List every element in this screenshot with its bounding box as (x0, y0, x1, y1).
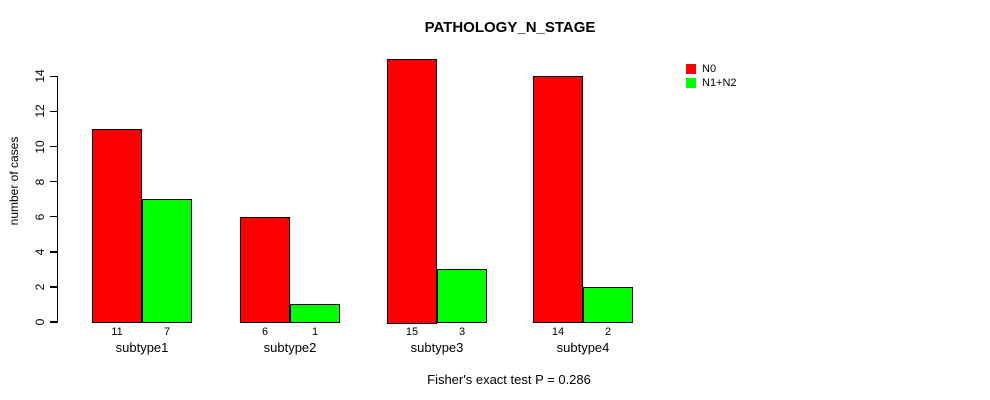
y-axis-tick-label: 0 (33, 318, 47, 326)
bar-value-label: 2 (604, 326, 612, 338)
bar-N1+N2-subtype4 (583, 286, 633, 324)
bar-value-label: 7 (163, 326, 171, 338)
bar-N1+N2-subtype3 (437, 269, 487, 324)
chart-title: PATHOLOGY_N_STAGE (424, 19, 596, 36)
legend-label: N0 (702, 63, 717, 75)
legend-swatch-icon (686, 78, 696, 88)
y-axis-tick-label: 4 (33, 248, 47, 256)
bar-value-label: 15 (405, 326, 419, 338)
bar-N0-subtype4 (533, 76, 583, 324)
y-axis-tick-label: 12 (33, 104, 47, 119)
y-axis-tick (49, 145, 57, 148)
y-axis-tick-label: 10 (33, 139, 47, 154)
y-axis-tick-label: 2 (33, 283, 47, 291)
bar-value-label: 6 (261, 326, 269, 338)
x-category-label: subtype4 (556, 340, 610, 355)
y-axis-tick (49, 75, 57, 78)
bar-value-label: 3 (458, 326, 466, 338)
bar-N1+N2-subtype2 (290, 304, 340, 324)
legend-item-N1+N2: N1+N2 (686, 77, 737, 89)
fisher-test-annotation: Fisher's exact test P = 0.286 (427, 372, 591, 387)
bar-value-label: 11 (111, 326, 123, 338)
legend: N0 N1+N2 (686, 64, 737, 92)
bar-value-label: 1 (311, 326, 319, 338)
y-axis-tick (49, 321, 57, 323)
bar-N0-subtype3 (387, 58, 437, 324)
x-category-label: subtype2 (263, 340, 317, 355)
y-axis-tick (49, 251, 57, 253)
legend-item-N0: N0 (686, 63, 737, 75)
bar-N1+N2-subtype1 (142, 199, 192, 324)
bar-value-label: 14 (551, 326, 565, 338)
y-axis-tick (49, 180, 57, 183)
x-category-label: subtype3 (410, 340, 464, 355)
y-axis-tick-label: 14 (33, 69, 47, 83)
legend-swatch-icon (686, 64, 696, 74)
x-category-label: subtype1 (115, 340, 169, 355)
legend-label: N1+N2 (702, 77, 737, 89)
y-axis-tick (49, 110, 57, 113)
bar-N0-subtype2 (240, 216, 290, 324)
y-axis-tick-label: 8 (33, 178, 47, 185)
bar-N0-subtype1 (92, 128, 142, 324)
y-axis-tick (49, 215, 57, 218)
y-axis-tick (49, 286, 57, 288)
y-axis-line (56, 76, 58, 324)
y-axis-label: number of cases (7, 136, 21, 226)
y-axis-tick-label: 6 (33, 213, 47, 221)
